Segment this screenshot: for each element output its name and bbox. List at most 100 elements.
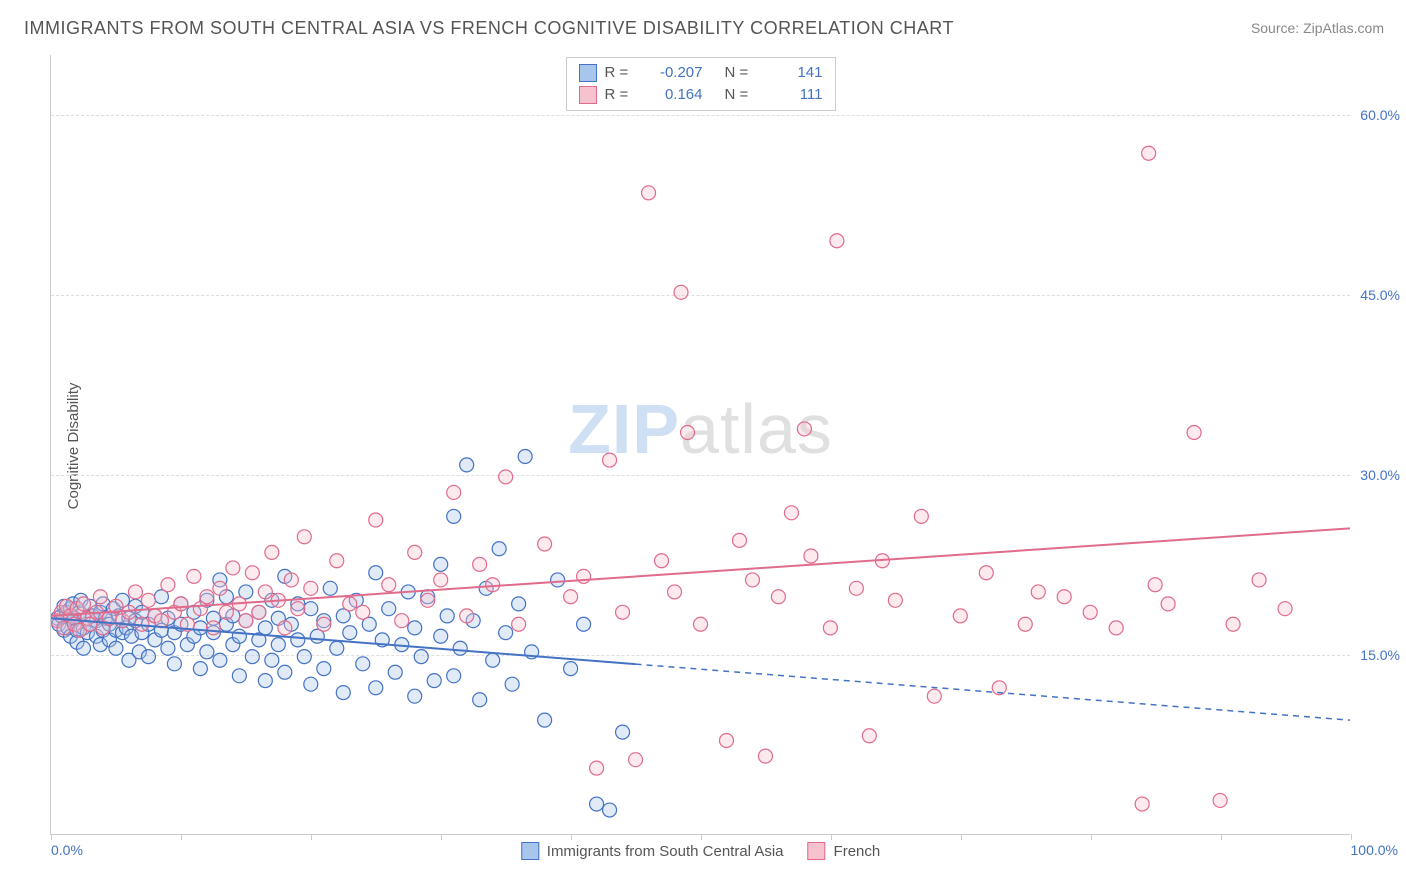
legend-swatch [579, 64, 597, 82]
data-point [76, 641, 90, 655]
data-point [161, 578, 175, 592]
r-label: R = [605, 84, 639, 106]
x-axis-max-label: 100.0% [1351, 842, 1398, 858]
scatter-chart: ZIPatlas 15.0%30.0%45.0%60.0% 0.0% 100.0… [50, 55, 1350, 835]
data-point [226, 561, 240, 575]
data-point [771, 590, 785, 604]
data-point [453, 641, 467, 655]
data-point [382, 602, 396, 616]
data-point [629, 753, 643, 767]
data-point [862, 729, 876, 743]
data-point [258, 585, 272, 599]
data-point [174, 597, 188, 611]
y-tick-label: 60.0% [1352, 107, 1400, 123]
data-point [414, 650, 428, 664]
legend-swatch [579, 86, 597, 104]
n-label: N = [725, 62, 759, 84]
data-point [258, 621, 272, 635]
data-point [1161, 597, 1175, 611]
data-point [434, 557, 448, 571]
data-point [128, 585, 142, 599]
data-point [317, 617, 331, 631]
x-tick-mark [441, 834, 442, 840]
data-point [388, 665, 402, 679]
data-point [499, 626, 513, 640]
x-tick-mark [311, 834, 312, 840]
data-point [460, 458, 474, 472]
data-point [271, 638, 285, 652]
legend-label: French [834, 843, 881, 860]
source-name: ZipAtlas.com [1303, 20, 1384, 36]
x-tick-mark [1091, 834, 1092, 840]
data-point [668, 585, 682, 599]
data-point [252, 605, 266, 619]
correlation-legend: R =-0.207N =141R =0.164N =111 [566, 57, 836, 111]
data-point [1252, 573, 1266, 587]
data-point [141, 650, 155, 664]
data-point [245, 566, 259, 580]
data-point [408, 621, 422, 635]
data-point [93, 590, 107, 604]
data-point [1278, 602, 1292, 616]
data-point [382, 578, 396, 592]
data-point [297, 530, 311, 544]
x-axis-min-label: 0.0% [51, 842, 83, 858]
data-point [914, 509, 928, 523]
data-point [486, 578, 500, 592]
data-point [492, 542, 506, 556]
x-tick-mark [1221, 834, 1222, 840]
source-label: Source: [1251, 20, 1303, 36]
data-point [849, 581, 863, 595]
data-point [336, 686, 350, 700]
data-point [330, 641, 344, 655]
data-point [369, 566, 383, 580]
data-point [512, 617, 526, 631]
data-point [1213, 793, 1227, 807]
r-value: 0.164 [647, 84, 703, 106]
r-label: R = [605, 62, 639, 84]
data-point [193, 662, 207, 676]
data-point [1018, 617, 1032, 631]
r-value: -0.207 [647, 62, 703, 84]
data-point [232, 629, 246, 643]
data-point [161, 641, 175, 655]
data-point [265, 545, 279, 559]
data-point [655, 554, 669, 568]
data-point [434, 573, 448, 587]
data-point [239, 614, 253, 628]
data-point [927, 689, 941, 703]
data-point [395, 614, 409, 628]
data-point [499, 470, 513, 484]
y-tick-label: 45.0% [1352, 287, 1400, 303]
data-point [953, 609, 967, 623]
data-point [232, 669, 246, 683]
data-point [258, 674, 272, 688]
data-point [888, 593, 902, 607]
data-point [369, 681, 383, 695]
data-point [674, 285, 688, 299]
data-point [538, 713, 552, 727]
series-legend: Immigrants from South Central AsiaFrench [521, 842, 880, 860]
data-point [356, 605, 370, 619]
legend-swatch [521, 842, 539, 860]
data-point [642, 186, 656, 200]
data-point [616, 725, 630, 739]
regression-line-dashed [636, 664, 1350, 720]
data-point [1226, 617, 1240, 631]
data-point [278, 621, 292, 635]
data-point [505, 677, 519, 691]
data-point [317, 662, 331, 676]
data-point [1031, 585, 1045, 599]
data-point [167, 657, 181, 671]
data-point [1057, 590, 1071, 604]
data-point [343, 597, 357, 611]
data-point [551, 573, 565, 587]
data-point [304, 581, 318, 595]
data-point [473, 557, 487, 571]
data-point [797, 422, 811, 436]
data-point [564, 662, 578, 676]
data-point [291, 602, 305, 616]
x-tick-mark [961, 834, 962, 840]
data-point [141, 593, 155, 607]
data-point [76, 597, 90, 611]
